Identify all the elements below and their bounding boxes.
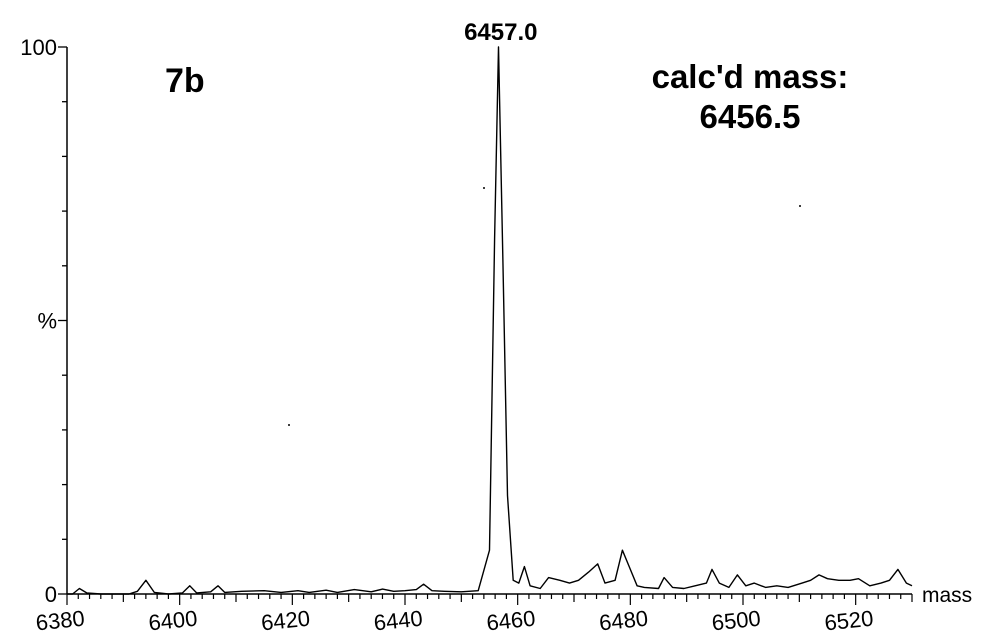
x-tick-label: 6440 [373,606,424,633]
speck [288,424,290,426]
panel-label: 7b [165,62,205,100]
x-tick-label: 6420 [260,606,311,633]
spectrum-trace [67,46,913,595]
speck [483,187,485,189]
x-tick-label: 6400 [147,606,198,633]
x-tick-label: 6380 [35,606,86,633]
x-tick-label: 6520 [823,606,874,633]
y-tick-label: 0 [45,582,57,607]
calculated-mass-value: 6456.5 [700,98,801,135]
x-tick-label: 6460 [485,606,536,633]
calculated-mass-label: calc'd mass: [652,58,849,95]
x-axis-ticks: 6380 6400 6420 6440 6460 6480 6500 6520 [35,594,913,633]
x-axis-label: mass [922,584,972,607]
y-tick-label: % [37,309,57,334]
x-tick-label: 6480 [598,606,649,633]
x-tick-label: 6500 [711,606,762,633]
peak-mass-label: 6457.0 [464,19,537,46]
y-axis-ticks: 0% 100 [20,35,67,607]
y-tick-label: 100 [20,35,57,60]
speck [799,205,801,207]
